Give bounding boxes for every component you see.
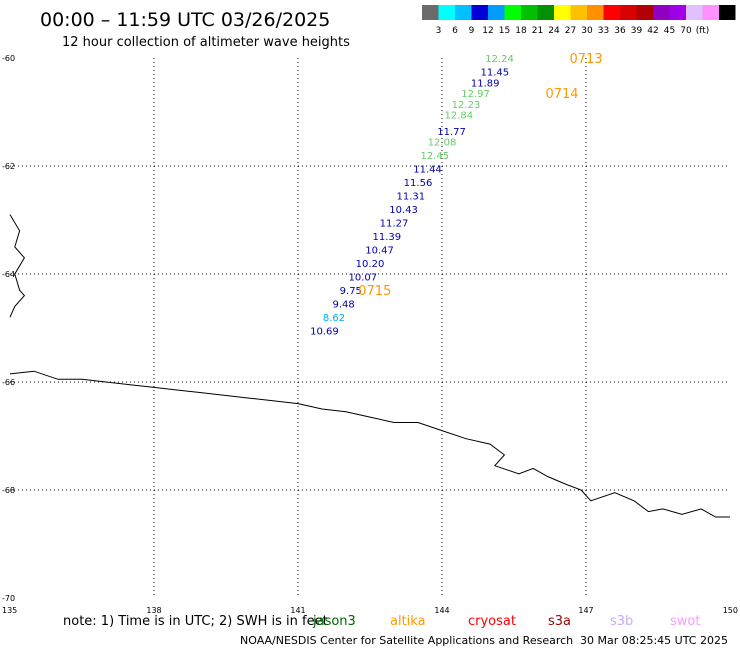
swh-value-label: 10.20 <box>356 259 385 270</box>
land-edge-coast <box>9 214 26 318</box>
footer-note: note: 1) Time is in UTC; 2) SWH is in fe… <box>63 614 328 629</box>
swh-value-label: 11.45 <box>480 68 509 79</box>
satellite-legend-item: jason3 <box>312 614 356 629</box>
map-plot-area: -60 -62 -64 -66 -68 -70 135 138 141 144 147 150 12… <box>2 52 738 615</box>
colorbar-tick-label: 39 <box>631 26 643 36</box>
colorbar-tick-label: 24 <box>548 26 560 36</box>
satellite-legend: jason3 altika cryosat s3a s3b swot <box>312 614 700 629</box>
swh-value-label: 10.07 <box>348 273 377 284</box>
swh-value-label: 12.08 <box>428 138 457 149</box>
swh-value-label: 10.47 <box>365 246 394 257</box>
satellite-legend-item: s3b <box>610 614 633 629</box>
colorbar-tick-label: 3 <box>436 26 442 36</box>
generated-timestamp: 30 Mar 08:25:45 UTC 2025 <box>580 634 728 647</box>
colorbar-tick-label: (ft) <box>696 26 710 36</box>
colorbar-swatch <box>719 5 736 20</box>
credit-text: NOAA/NESDIS Center for Satellite Applica… <box>240 634 573 647</box>
colorbar-tick-label: 27 <box>565 26 576 36</box>
colorbar-tick-label: 9 <box>469 26 475 36</box>
longitude-tick-label: 144 <box>434 606 449 615</box>
latitude-tick-label: -60 <box>2 54 15 63</box>
satellite-legend-item: altika <box>390 614 426 629</box>
swh-value-label: 12.24 <box>485 54 514 65</box>
swh-value-label: 12.84 <box>444 111 473 122</box>
track-id-label: 0713 <box>569 52 602 67</box>
swh-value-label: 12.97 <box>461 89 490 100</box>
swh-value-label: 9.48 <box>332 300 354 311</box>
latitude-tick-label: -70 <box>2 594 15 603</box>
swh-value-label: 10.69 <box>310 327 339 338</box>
swh-value-label: 11.89 <box>471 78 500 89</box>
colorbar-swatch <box>537 5 554 20</box>
latitude-tick-label: -66 <box>2 378 15 387</box>
swh-value-label: 11.31 <box>396 192 425 203</box>
colorbar-swatch <box>521 5 538 20</box>
colorbar-swatch <box>455 5 472 20</box>
colorbar-tick-label: 30 <box>581 26 593 36</box>
colorbar-swatch <box>587 5 604 20</box>
colorbar-tick-label: 36 <box>614 26 626 36</box>
swh-value-label: 8.62 <box>323 313 345 324</box>
satellite-legend-item: swot <box>670 614 700 629</box>
satellite-legend-item: s3a <box>548 614 571 629</box>
colorbar-swatch <box>669 5 686 20</box>
swh-value-label: 12.23 <box>452 100 481 111</box>
colorbar-tick-label: 42 <box>647 26 658 36</box>
colorbar-swatch <box>653 5 670 20</box>
map-title: 00:00 – 11:59 UTC 03/26/2025 <box>40 9 330 31</box>
map-subtitle: 12 hour collection of altimeter wave hei… <box>62 35 350 50</box>
colorbar-swatch <box>488 5 505 20</box>
colorbar-tick-label: 12 <box>482 26 493 36</box>
colorbar-swatch <box>620 5 637 20</box>
colorbar-swatch <box>438 5 455 20</box>
track-id-label: 0715 <box>358 284 391 299</box>
antarctic-coastline <box>9 370 730 518</box>
colorbar-swatch <box>603 5 620 20</box>
swh-value-label: 10.43 <box>389 205 418 216</box>
swh-value-label: 11.77 <box>437 127 466 138</box>
swh-value-label: 11.39 <box>372 232 401 243</box>
longitude-labels: 135 138 141 144 147 150 <box>2 606 738 615</box>
colorbar-swatch <box>686 5 703 20</box>
swh-value-label: 9.75 <box>340 286 362 297</box>
colorbar-swatch <box>422 5 439 20</box>
colorbar-tick-label: 70 <box>680 26 692 36</box>
colorbar-swatch <box>471 5 488 20</box>
colorbar-swatch <box>570 5 587 20</box>
colorbar-swatch <box>636 5 653 20</box>
latitude-tick-label: -62 <box>2 162 15 171</box>
colorbar-tick-label: 18 <box>515 26 527 36</box>
track-id-label: 0714 <box>545 87 578 102</box>
colorbar-tick-label: 21 <box>532 26 543 36</box>
latitude-labels: -60 -62 -64 -66 -68 -70 <box>2 54 15 603</box>
latitude-tick-label: -68 <box>2 486 15 495</box>
longitude-tick-label: 147 <box>578 606 593 615</box>
longitude-tick-label: 135 <box>2 606 17 615</box>
latitude-tick-label: -64 <box>2 270 15 279</box>
colorbar-swatch <box>504 5 521 20</box>
wave-height-colorbar: 3 6 9 12 15 18 21 24 27 30 33 36 39 42 45 70 (ft) <box>422 5 736 36</box>
colorbar-tick-label: 15 <box>499 26 510 36</box>
longitude-tick-label: 138 <box>146 606 161 615</box>
track-id-labels: 0713 0714 0715 <box>358 52 602 299</box>
colorbar-tick-label: 6 <box>452 26 458 36</box>
longitude-tick-label: 141 <box>290 606 305 615</box>
swh-value-label: 12.45 <box>420 151 449 162</box>
lat-lon-grid <box>10 58 730 598</box>
colorbar-swatch <box>554 5 571 20</box>
colorbar-tick-label: 45 <box>664 26 675 36</box>
swh-value-label: 11.44 <box>413 165 442 176</box>
swh-value-label: 11.56 <box>404 178 433 189</box>
colorbar-swatch <box>702 5 719 20</box>
colorbar-tick-label: 33 <box>598 26 609 36</box>
longitude-tick-label: 150 <box>723 606 738 615</box>
swh-value-label: 11.27 <box>380 219 409 230</box>
satellite-legend-item: cryosat <box>468 614 516 629</box>
